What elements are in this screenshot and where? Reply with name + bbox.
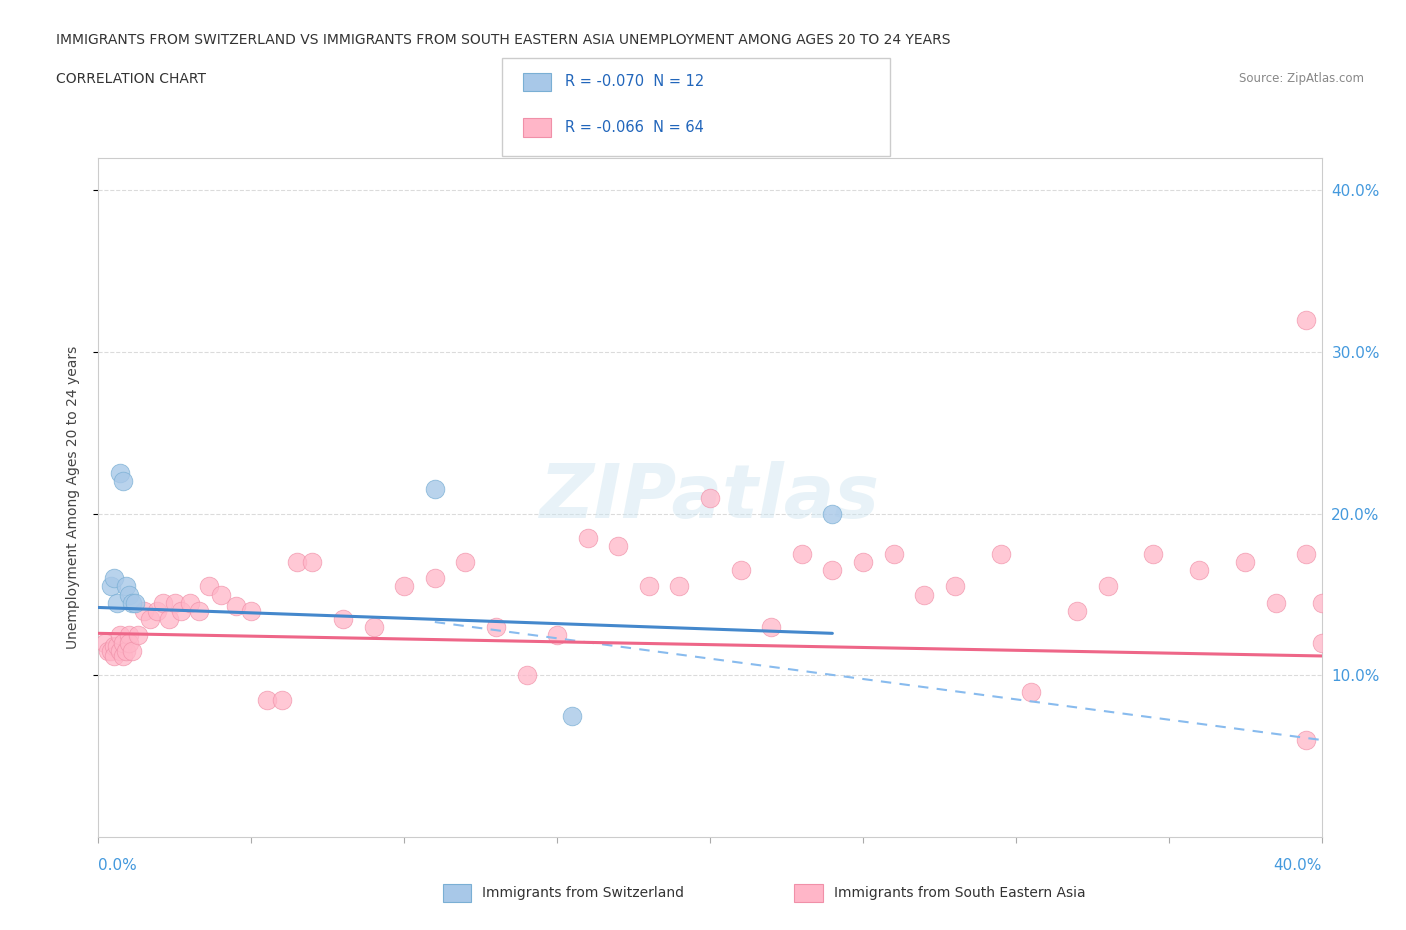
Point xyxy=(1142,547,1164,562)
Text: Immigrants from Switzerland: Immigrants from Switzerland xyxy=(482,885,685,900)
Text: CORRELATION CHART: CORRELATION CHART xyxy=(56,72,207,86)
Point xyxy=(121,644,143,658)
Point xyxy=(115,644,138,658)
Point xyxy=(139,611,162,626)
Point xyxy=(561,709,583,724)
Point xyxy=(852,555,875,570)
Text: 40.0%: 40.0% xyxy=(1274,857,1322,872)
Point xyxy=(1295,312,1317,327)
Point xyxy=(821,563,844,578)
Point xyxy=(637,579,661,594)
Point xyxy=(516,668,538,683)
Point xyxy=(209,587,232,602)
Point xyxy=(790,547,813,562)
Point xyxy=(576,530,599,545)
Text: Immigrants from South Eastern Asia: Immigrants from South Eastern Asia xyxy=(834,885,1085,900)
Point xyxy=(163,595,186,610)
Text: R = -0.066  N = 64: R = -0.066 N = 64 xyxy=(565,120,704,135)
Point xyxy=(301,555,323,570)
Point xyxy=(179,595,201,610)
Point xyxy=(1234,555,1257,570)
Point xyxy=(363,619,385,634)
Point xyxy=(108,628,131,643)
Point xyxy=(332,611,354,626)
Point xyxy=(111,635,134,650)
Point xyxy=(93,635,115,650)
Y-axis label: Unemployment Among Ages 20 to 24 years: Unemployment Among Ages 20 to 24 years xyxy=(66,346,80,649)
Point xyxy=(1066,604,1088,618)
Point xyxy=(912,587,935,602)
Point xyxy=(100,579,122,594)
Point xyxy=(943,579,966,594)
Point xyxy=(256,692,278,707)
Point xyxy=(270,692,292,707)
Point xyxy=(1264,595,1286,610)
Text: R = -0.070  N = 12: R = -0.070 N = 12 xyxy=(565,74,704,89)
Point xyxy=(157,611,180,626)
Point xyxy=(115,579,138,594)
Point xyxy=(124,595,146,610)
Point xyxy=(103,648,125,663)
Point xyxy=(103,571,125,586)
Point xyxy=(1310,635,1333,650)
Point xyxy=(821,506,844,521)
Point xyxy=(699,490,721,505)
Point xyxy=(1295,547,1317,562)
Point xyxy=(454,555,477,570)
Point xyxy=(1310,595,1333,610)
Point xyxy=(105,639,128,654)
Point xyxy=(118,587,141,602)
Point xyxy=(607,538,630,553)
Point xyxy=(111,648,134,663)
Point xyxy=(118,635,141,650)
Point xyxy=(145,604,167,618)
Point xyxy=(105,595,128,610)
Point xyxy=(1295,733,1317,748)
Point xyxy=(118,628,141,643)
Point xyxy=(546,628,568,643)
Text: 0.0%: 0.0% xyxy=(98,857,138,872)
Point xyxy=(108,644,131,658)
Point xyxy=(730,563,752,578)
Point xyxy=(152,595,174,610)
Point xyxy=(197,579,219,594)
Point xyxy=(423,482,446,497)
Point xyxy=(392,579,416,594)
Point xyxy=(111,474,134,489)
Point xyxy=(240,604,263,618)
Point xyxy=(485,619,508,634)
Point xyxy=(97,644,120,658)
Point xyxy=(170,604,193,618)
Point xyxy=(108,466,131,481)
Point xyxy=(103,639,125,654)
Point xyxy=(188,604,211,618)
Point xyxy=(127,628,149,643)
Point xyxy=(423,571,446,586)
Text: IMMIGRANTS FROM SWITZERLAND VS IMMIGRANTS FROM SOUTH EASTERN ASIA UNEMPLOYMENT A: IMMIGRANTS FROM SWITZERLAND VS IMMIGRANT… xyxy=(56,33,950,46)
Point xyxy=(285,555,308,570)
Point xyxy=(100,644,122,658)
Point xyxy=(134,604,156,618)
Point xyxy=(990,547,1012,562)
Text: ZIPatlas: ZIPatlas xyxy=(540,461,880,534)
Point xyxy=(1188,563,1211,578)
Point xyxy=(1019,684,1042,699)
Point xyxy=(759,619,782,634)
Text: Source: ZipAtlas.com: Source: ZipAtlas.com xyxy=(1239,72,1364,85)
Point xyxy=(121,595,143,610)
Point xyxy=(225,598,247,613)
Point xyxy=(668,579,690,594)
Point xyxy=(1097,579,1119,594)
Point xyxy=(883,547,905,562)
